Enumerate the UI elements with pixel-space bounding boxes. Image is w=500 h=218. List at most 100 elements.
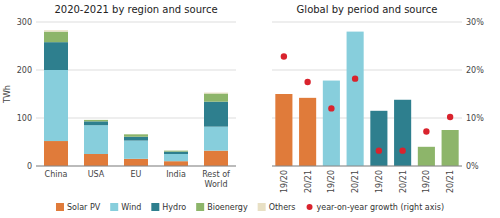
marks: [44, 30, 228, 166]
y-tick-label: 100: [17, 114, 32, 123]
bar: [299, 98, 316, 166]
legend-symbol: [151, 203, 159, 211]
x-tick-label-line: 19/20: [327, 170, 336, 193]
chart: Global by period and source 0% 10% 20% 30% 19…: [272, 4, 484, 193]
y2-tick-label: 0%: [466, 162, 479, 171]
x-tick-label: 19/20: [374, 170, 383, 193]
bar-segment: [84, 121, 108, 125]
x-tick-label: 19/20: [279, 170, 288, 193]
bar-segment: [124, 134, 148, 136]
bar-segment: [44, 141, 68, 166]
bar-segment: [44, 70, 68, 141]
dot: [352, 75, 358, 81]
bar-segment: [84, 154, 108, 166]
legend: Solar PV Wind Hydro Bioenergy Others year-on-…: [56, 203, 444, 212]
x-tick-label-line: 20/21: [446, 170, 455, 193]
bar-segment: [84, 119, 108, 120]
grid-line: [272, 166, 462, 167]
y2-tick-label: 30%: [466, 18, 484, 27]
bar-segment: [44, 30, 68, 31]
legend-label: Others: [269, 203, 296, 212]
x-tick-label-line: 19/20: [279, 170, 288, 193]
legend-label: Bioenergy: [207, 203, 248, 212]
chart-title: Global by period and source: [297, 4, 438, 15]
y-tick-label: 200: [17, 66, 32, 75]
bar-segment: [124, 134, 148, 135]
marks: [275, 32, 458, 166]
x-tick-label: USA: [88, 170, 105, 179]
x-tick-label-line: 20/21: [351, 170, 360, 193]
bar: [442, 130, 459, 166]
bar-segment: [124, 137, 148, 141]
bar-segment: [164, 152, 188, 154]
x-tick-label: EU: [131, 170, 142, 179]
x-tick-label-line: 19/20: [422, 170, 431, 193]
legend-label: year-on-year growth (right axis): [317, 203, 444, 212]
legend-symbol: [56, 203, 64, 211]
x-tick-label: 20/21: [351, 170, 360, 193]
x-tick-label-line: China: [45, 170, 68, 179]
bar: [418, 147, 435, 166]
bar-segment: [204, 151, 228, 166]
bar: [275, 94, 292, 166]
bar-segment: [44, 32, 68, 43]
bar-segment: [164, 150, 188, 152]
legend-label: Wind: [121, 203, 141, 212]
x-tick-label-line: Rest of: [202, 170, 230, 179]
bar-segment: [164, 154, 188, 161]
bar-segment: [84, 125, 108, 154]
x-tick-label: 19/20: [422, 170, 431, 193]
x-tick-label-line: 20/21: [398, 170, 407, 193]
chart-title: 2020-2021 by region and source: [54, 4, 217, 15]
bar-segment: [204, 127, 228, 151]
x-tick-label-line: 19/20: [374, 170, 383, 193]
x-tick-label: 20/21: [303, 170, 312, 193]
x-tick-label-line: EU: [131, 170, 142, 179]
y2-tick-label: 10%: [466, 114, 484, 123]
x-tick-label-line: 20/21: [303, 170, 312, 193]
x-axis-line: [272, 166, 462, 167]
legend-label: Hydro: [162, 203, 186, 212]
dot: [376, 147, 382, 153]
x-tick-label-line: World: [205, 180, 228, 189]
grid-line: [272, 70, 462, 71]
chart: 2020-2021 by region and source0100200300…: [3, 4, 236, 189]
x-tick-label: Rest ofWorld: [202, 170, 230, 189]
legend-symbol: [196, 203, 204, 211]
bar-segment: [164, 161, 188, 166]
legend-symbol: [258, 203, 266, 211]
bar: [323, 81, 340, 166]
x-tick-label-line: USA: [88, 170, 105, 179]
dot: [447, 114, 453, 120]
y-axis-label: TWh: [3, 85, 12, 104]
y2-tick-label: 20%: [466, 66, 484, 75]
legend-symbol: [307, 204, 313, 210]
bar: [370, 111, 387, 166]
bar-segment: [124, 141, 148, 159]
y-tick-label: 300: [17, 18, 32, 27]
bar-segment: [84, 120, 108, 121]
x-tick-label: 19/20: [327, 170, 336, 193]
dot: [399, 147, 405, 153]
legend-symbol: [110, 203, 118, 211]
grid-line: [36, 166, 236, 167]
grid-line: [272, 22, 462, 23]
bar: [347, 32, 364, 166]
bar-segment: [204, 102, 228, 127]
bar-segment: [164, 150, 188, 151]
dot: [304, 79, 310, 85]
bar-segment: [204, 94, 228, 102]
bar: [394, 100, 411, 166]
x-tick-label: India: [166, 170, 186, 179]
bar-segment: [44, 42, 68, 70]
dot: [328, 105, 334, 111]
chart-root: 2020-2021 by region and source0100200300…: [0, 0, 500, 218]
x-tick-label: China: [45, 170, 68, 179]
x-axis-line: [36, 166, 236, 167]
x-tick-label-line: India: [166, 170, 186, 179]
bar-segment: [204, 92, 228, 94]
x-tick-label: 20/21: [446, 170, 455, 193]
legend-label: Solar PV: [67, 203, 101, 212]
dot: [423, 128, 429, 134]
x-tick-label: 20/21: [398, 170, 407, 193]
